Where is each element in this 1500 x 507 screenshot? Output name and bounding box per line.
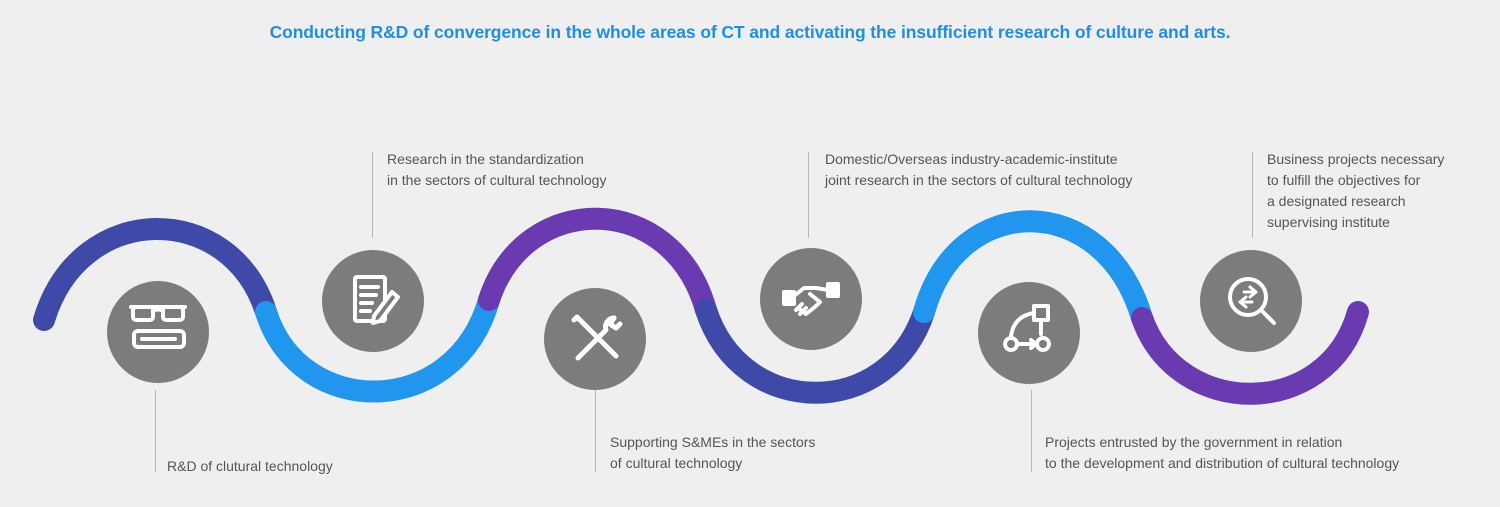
- wave-segment-2: [255, 289, 500, 403]
- caption-2-line-1: Research in the standardization: [387, 151, 584, 167]
- caption-5-line-1: Projects entrusted by the government in …: [1045, 434, 1343, 450]
- caption-2-line-2: in the sectors of cultural technology: [387, 172, 607, 188]
- page-headline: Conducting R&D of convergence in the who…: [269, 22, 1231, 42]
- caption-6-line-4: supervising institute: [1267, 214, 1390, 230]
- leader-line-5: [1031, 390, 1032, 472]
- wave-segment-5: [913, 210, 1153, 329]
- glasses-book-icon: [129, 305, 187, 349]
- document-pencil-icon: [353, 275, 400, 325]
- workflow-diagram-icon: [1003, 304, 1051, 352]
- step-6-circle: [1200, 250, 1302, 352]
- wave-segment-6: [1131, 301, 1369, 405]
- wrench-screwdriver-icon: [571, 314, 623, 361]
- caption-5-line-2: to the development and distribution of c…: [1045, 455, 1400, 471]
- caption-4: Domestic/Overseas industry-academic-inst…: [825, 149, 1132, 191]
- caption-2: Research in the standardization in the s…: [387, 149, 606, 191]
- handshake-icon: [782, 282, 840, 316]
- wave-segment-4: [695, 299, 935, 404]
- wave-segment-3: [478, 207, 717, 321]
- caption-6-line-1: Business projects necessary: [1267, 151, 1445, 167]
- step-3-circle: [544, 288, 646, 390]
- step-4-circle: [760, 248, 862, 350]
- caption-6: Business projects necessary to fulfill t…: [1267, 149, 1444, 233]
- leader-line-6: [1252, 152, 1253, 238]
- step-1-circle: [107, 281, 209, 383]
- caption-4-line-1: Domestic/Overseas industry-academic-inst…: [825, 151, 1118, 167]
- caption-1: R&D of clutural technology: [167, 456, 333, 477]
- caption-6-line-2: to fulfill the objectives for: [1267, 172, 1421, 188]
- caption-1-line-1: R&D of clutural technology: [167, 458, 333, 474]
- leader-line-4: [808, 152, 809, 238]
- leader-line-2: [372, 152, 373, 238]
- caption-5: Projects entrusted by the government in …: [1045, 432, 1399, 474]
- step-5-circle: [978, 282, 1080, 384]
- caption-4-line-2: joint research in the sectors of cultura…: [825, 172, 1133, 188]
- step-2-circle: [322, 250, 424, 352]
- wave-segment-1: [33, 218, 277, 331]
- caption-3-line-2: of cultural technology: [610, 455, 743, 471]
- search-arrows-icon: [1228, 277, 1276, 325]
- caption-3-line-1: Supporting S&MEs in the sectors: [610, 434, 816, 450]
- caption-6-line-3: a designated research: [1267, 193, 1406, 209]
- leader-line-3: [595, 390, 596, 472]
- caption-3: Supporting S&MEs in the sectors of cultu…: [610, 432, 815, 474]
- leader-line-1: [155, 390, 156, 472]
